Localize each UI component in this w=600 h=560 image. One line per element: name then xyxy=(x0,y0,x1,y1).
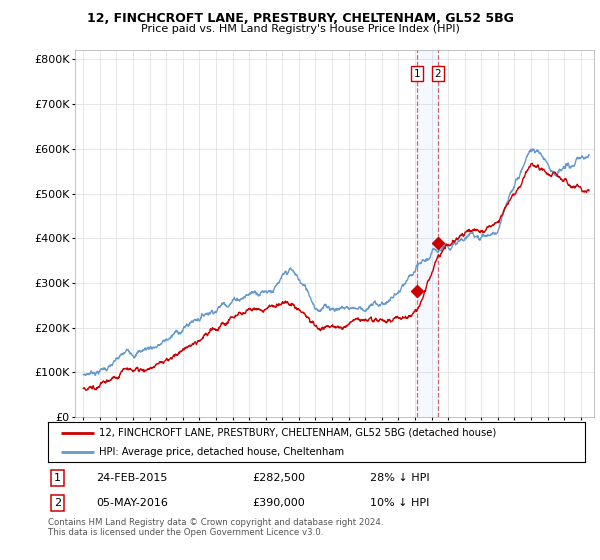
Text: 24-FEB-2015: 24-FEB-2015 xyxy=(97,473,168,483)
Text: 1: 1 xyxy=(54,473,61,483)
Text: 28% ↓ HPI: 28% ↓ HPI xyxy=(370,473,430,483)
Text: 2: 2 xyxy=(434,69,441,78)
Text: HPI: Average price, detached house, Cheltenham: HPI: Average price, detached house, Chel… xyxy=(99,446,344,456)
Text: Contains HM Land Registry data © Crown copyright and database right 2024.
This d: Contains HM Land Registry data © Crown c… xyxy=(48,518,383,538)
Text: 12, FINCHCROFT LANE, PRESTBURY, CHELTENHAM, GL52 5BG (detached house): 12, FINCHCROFT LANE, PRESTBURY, CHELTENH… xyxy=(99,428,496,438)
Text: 10% ↓ HPI: 10% ↓ HPI xyxy=(370,498,430,508)
Text: 2: 2 xyxy=(54,498,61,508)
Text: £282,500: £282,500 xyxy=(252,473,305,483)
Text: £390,000: £390,000 xyxy=(252,498,305,508)
Text: 05-MAY-2016: 05-MAY-2016 xyxy=(97,498,168,508)
Text: Price paid vs. HM Land Registry's House Price Index (HPI): Price paid vs. HM Land Registry's House … xyxy=(140,24,460,34)
Text: 1: 1 xyxy=(413,69,420,78)
Bar xyxy=(417,50,438,417)
Text: 12, FINCHCROFT LANE, PRESTBURY, CHELTENHAM, GL52 5BG: 12, FINCHCROFT LANE, PRESTBURY, CHELTENH… xyxy=(86,12,514,25)
